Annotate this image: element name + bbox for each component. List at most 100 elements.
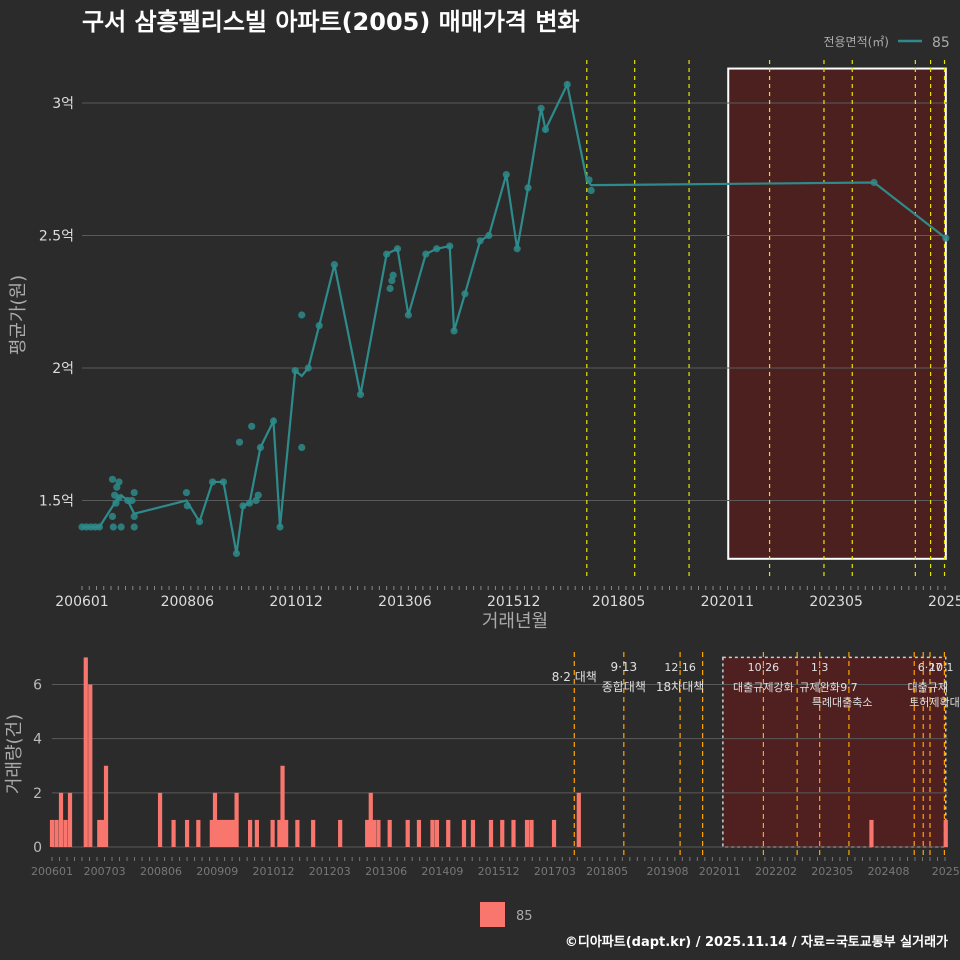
price-data-point (502, 170, 510, 179)
volume-bar (49, 819, 55, 847)
price-data-point (291, 367, 299, 375)
volume-bar (209, 819, 214, 847)
policy-annotation: 특례대출축소 (812, 696, 873, 709)
price-x-tick-label: 201805 (592, 594, 645, 610)
price-data-point (239, 502, 247, 510)
volume-x-tick-label: 201512 (478, 865, 520, 878)
volume-bar (216, 819, 221, 847)
policy-annotation: 8·2 대책 (552, 669, 597, 684)
volume-bar (434, 819, 440, 847)
price-data-point (537, 104, 545, 112)
volume-bar (220, 819, 225, 847)
price-data-point (513, 245, 521, 253)
price-data-point (942, 234, 950, 242)
price-x-tick-label: 201512 (487, 594, 540, 610)
chart-title: 구서 삼흥펠리스빌 아파트(2005) 매매가격 변화 (82, 8, 580, 36)
volume-bar (184, 819, 190, 847)
volume-bar (371, 819, 377, 847)
price-y-tick-label: 2.5억 (39, 229, 74, 245)
volume-bar (100, 819, 105, 847)
policy-annotation: 9·7 (840, 681, 858, 694)
volume-bar (234, 792, 239, 847)
volume-bar (280, 765, 285, 847)
volume-bar (226, 819, 231, 847)
price-data-point (95, 523, 104, 531)
price-data-point (304, 364, 312, 372)
policy-annotation: 10·1 (929, 661, 954, 674)
price-data-point (256, 443, 265, 452)
volume-bar (500, 819, 505, 847)
volume-y-tick-label: 2 (33, 786, 42, 802)
price-data-point (298, 311, 306, 319)
price-x-axis-title: 거래년월 (482, 611, 548, 632)
policy-annotation: 토허제확대 (909, 696, 960, 709)
price-data-point (356, 390, 365, 399)
price-data-point (108, 512, 117, 521)
price-y-tick-label: 3억 (52, 96, 74, 112)
volume-bar (405, 819, 410, 847)
price-data-point (298, 443, 306, 452)
price-x-tick-label: 202011 (701, 594, 754, 610)
volume-bar (270, 819, 275, 847)
volume-x-tick-label: 200703 (84, 865, 126, 878)
volume-bar (430, 819, 435, 847)
policy-annotation: 12·16 (664, 661, 696, 674)
price-data-point (117, 523, 125, 531)
volume-x-tick-label: 200909 (196, 865, 238, 878)
price-data-point (476, 237, 484, 245)
price-data-point (128, 496, 136, 505)
price-data-point (108, 475, 117, 483)
volume-bar (223, 819, 228, 847)
price-data-point (235, 438, 244, 446)
price-data-point (248, 422, 256, 430)
price-data-point (446, 242, 454, 250)
price-data-point (393, 245, 402, 253)
price-data-point (315, 322, 323, 330)
price-data-point (485, 231, 493, 240)
volume-bar (88, 684, 93, 847)
price-data-point (219, 478, 228, 486)
price-data-point (870, 178, 878, 187)
price-data-point (585, 176, 593, 184)
volume-y-tick-label: 4 (33, 732, 42, 748)
volume-bar (212, 792, 218, 847)
price-y-tick-label: 1.5억 (39, 494, 74, 510)
volume-x-tick-label: 201203 (309, 865, 351, 878)
price-data-point (254, 491, 262, 499)
volume-x-tick-label: 202202 (755, 865, 797, 878)
price-data-point (524, 184, 532, 192)
price-data-point (330, 261, 339, 269)
price-x-tick-label: 200806 (161, 594, 215, 610)
volume-x-tick-label: 202011 (699, 865, 741, 878)
volume-bar (488, 819, 494, 847)
volume-y-tick-label: 0 (33, 840, 42, 856)
volume-x-tick-label: 2025 (932, 865, 960, 878)
price-data-point (130, 488, 138, 497)
policy-annotation: 10·26 (748, 661, 780, 674)
volume-bar (365, 819, 370, 847)
price-data-point (587, 186, 595, 195)
volume-legend-swatch (480, 902, 505, 927)
volume-x-tick-label: 201306 (365, 865, 407, 878)
volume-bar (63, 819, 68, 847)
price-data-point (422, 250, 430, 258)
volume-x-tick-label: 201409 (421, 865, 463, 878)
volume-highlight-box (722, 656, 947, 848)
volume-bar (230, 819, 235, 847)
price-data-point (232, 549, 241, 558)
volume-bar (529, 819, 534, 847)
price-data-point (383, 250, 391, 258)
volume-bar (254, 819, 259, 847)
price-legend-label: 85 (932, 35, 950, 51)
price-data-point (195, 518, 204, 526)
policy-annotation: 6·27 (918, 661, 943, 674)
price-x-tick-label: 2025 (928, 594, 960, 610)
price-data-point (112, 499, 120, 507)
volume-bar (58, 792, 64, 847)
volume-x-tick-label: 200601 (31, 865, 73, 878)
volume-bar (376, 819, 381, 847)
volume-bar (387, 819, 392, 847)
policy-annotation: 규제완화 (799, 681, 839, 694)
price-data-point (386, 284, 394, 293)
